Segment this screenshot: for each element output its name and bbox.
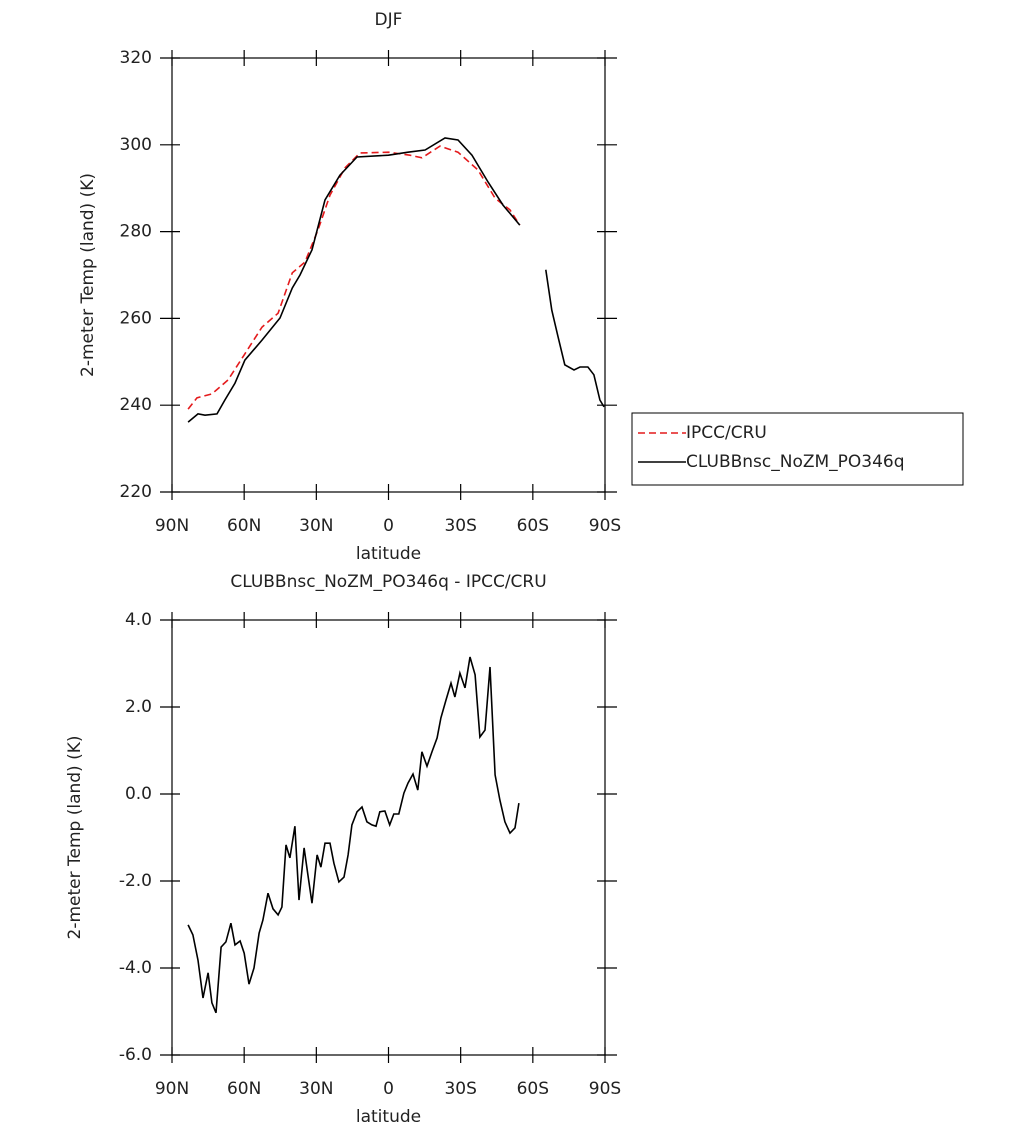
y-tick-label: 4.0 xyxy=(125,610,152,630)
x-tick-label: 90S xyxy=(589,1079,621,1099)
x-tick-label: 60N xyxy=(227,1079,261,1099)
x-tick-label: 30N xyxy=(299,516,333,536)
x-tick-label: 30S xyxy=(444,1079,476,1099)
legend-label: CLUBBnsc_NoZM_PO346q xyxy=(686,452,905,472)
legend-box xyxy=(631,412,964,486)
y-tick-label: 220 xyxy=(120,482,152,502)
plot-frame xyxy=(171,619,606,1056)
legend-label: IPCC/CRU xyxy=(686,423,767,443)
x-axis-label: latitude xyxy=(356,544,421,564)
y-tick-label: 0.0 xyxy=(125,784,152,804)
y-axis-label: 2-meter Temp (land) (K) xyxy=(78,173,98,377)
y-tick-label: -6.0 xyxy=(119,1045,152,1065)
x-tick-label: 30N xyxy=(299,1079,333,1099)
x-tick-label: 60S xyxy=(517,1079,549,1099)
y-tick-label: 260 xyxy=(120,308,152,328)
data-line xyxy=(187,145,521,410)
plot-frame xyxy=(171,57,606,493)
x-tick-label: 90N xyxy=(155,1079,189,1099)
y-tick-label: -2.0 xyxy=(119,871,152,891)
y-tick-label: 240 xyxy=(120,395,152,415)
y-tick-label: 2.0 xyxy=(125,697,152,717)
data-line xyxy=(187,656,520,1014)
data-line xyxy=(187,137,605,423)
y-axis-label: 2-meter Temp (land) (K) xyxy=(65,736,85,940)
x-tick-label: 30S xyxy=(444,516,476,536)
y-tick-label: 280 xyxy=(120,222,152,242)
y-tick-label: -4.0 xyxy=(119,958,152,978)
x-tick-label: 60S xyxy=(517,516,549,536)
x-tick-label: 0 xyxy=(383,1079,394,1099)
chart-title: DJF xyxy=(375,10,403,30)
x-tick-label: 90N xyxy=(155,516,189,536)
chart-title: CLUBBnsc_NoZM_PO346q - IPCC/CRU xyxy=(230,572,546,592)
x-tick-label: 60N xyxy=(227,516,261,536)
x-axis-label: latitude xyxy=(356,1107,421,1127)
y-tick-label: 320 xyxy=(120,48,152,68)
x-tick-label: 0 xyxy=(383,516,394,536)
x-tick-label: 90S xyxy=(589,516,621,536)
y-tick-label: 300 xyxy=(120,135,152,155)
